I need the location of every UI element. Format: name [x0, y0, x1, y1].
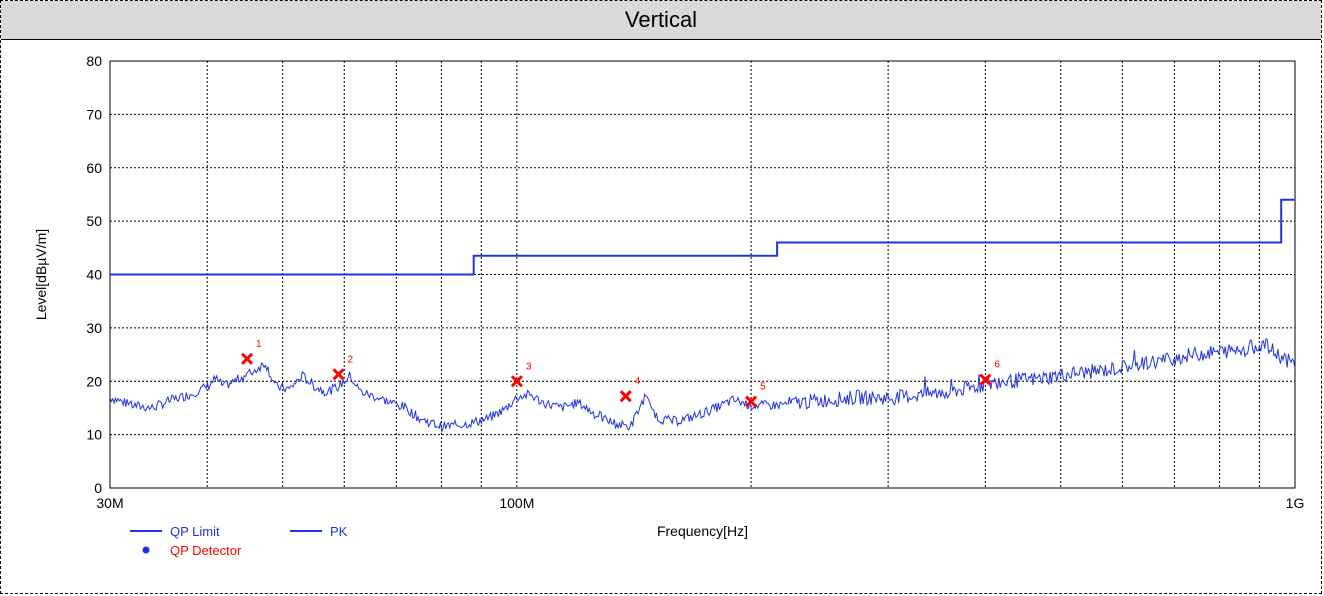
marker-cross: [240, 352, 254, 365]
legend-swatch-dot: [142, 546, 150, 554]
series-qp-limit: [110, 198, 1295, 276]
qp-marker-2: 2: [332, 354, 354, 381]
marker-cross: [619, 390, 632, 403]
legend-label: PK: [330, 524, 348, 539]
marker-label: 3: [526, 361, 532, 372]
x-tick-label: 100M: [499, 495, 534, 511]
x-axis-ticks: 30M 100M 1G: [96, 495, 1304, 511]
chart-header: Vertical: [1, 1, 1321, 40]
legend-item-qp-detector: QP Detector: [142, 543, 242, 558]
series-pk: [109, 337, 1296, 434]
chart-title: Vertical: [624, 7, 698, 32]
marker-label: 5: [760, 382, 766, 393]
x-tick-label: 30M: [96, 495, 123, 511]
y-tick-label: 30: [86, 320, 102, 336]
y-tick-label: 50: [86, 213, 102, 229]
y-tick-label: 10: [86, 427, 102, 443]
qp-marker-1: 1: [240, 339, 262, 365]
marker-label: 4: [635, 376, 641, 387]
y-axis-ticks: 0 10 20 30 40 50 60 70 80: [86, 53, 102, 496]
marker-cross: [332, 368, 345, 381]
series-group: [109, 198, 1296, 434]
x-tick-label: 1G: [1286, 495, 1305, 511]
legend-item-pk: PK: [290, 524, 348, 539]
markers-group: 1 2 3 4 5 6: [240, 339, 1000, 408]
y-tick-label: 0: [94, 480, 102, 496]
legend: QP Limit PK QP Detector: [130, 524, 348, 558]
qp-marker-4: 4: [619, 376, 641, 403]
x-axis-label: Frequency[Hz]: [657, 523, 748, 539]
marker-label: 6: [994, 360, 1000, 371]
marker-cross: [510, 375, 523, 388]
legend-label: QP Limit: [170, 524, 220, 539]
y-tick-label: 60: [86, 160, 102, 176]
qp-marker-3: 3: [510, 361, 532, 388]
qp-marker-5: 5: [745, 382, 766, 408]
y-tick-label: 40: [86, 267, 102, 283]
y-tick-label: 70: [86, 106, 102, 122]
marker-label: 2: [348, 354, 354, 365]
y-tick-label: 20: [86, 373, 102, 389]
legend-item-qp-limit: QP Limit: [130, 524, 220, 539]
qp-marker-6: 6: [979, 360, 1000, 386]
marker-label: 1: [256, 339, 262, 350]
marker-cross: [745, 395, 758, 408]
legend-label: QP Detector: [170, 543, 242, 558]
marker-cross: [979, 373, 992, 386]
y-tick-label: 80: [86, 53, 102, 69]
y-axis-label: Level[dBµV/m]: [33, 229, 49, 320]
